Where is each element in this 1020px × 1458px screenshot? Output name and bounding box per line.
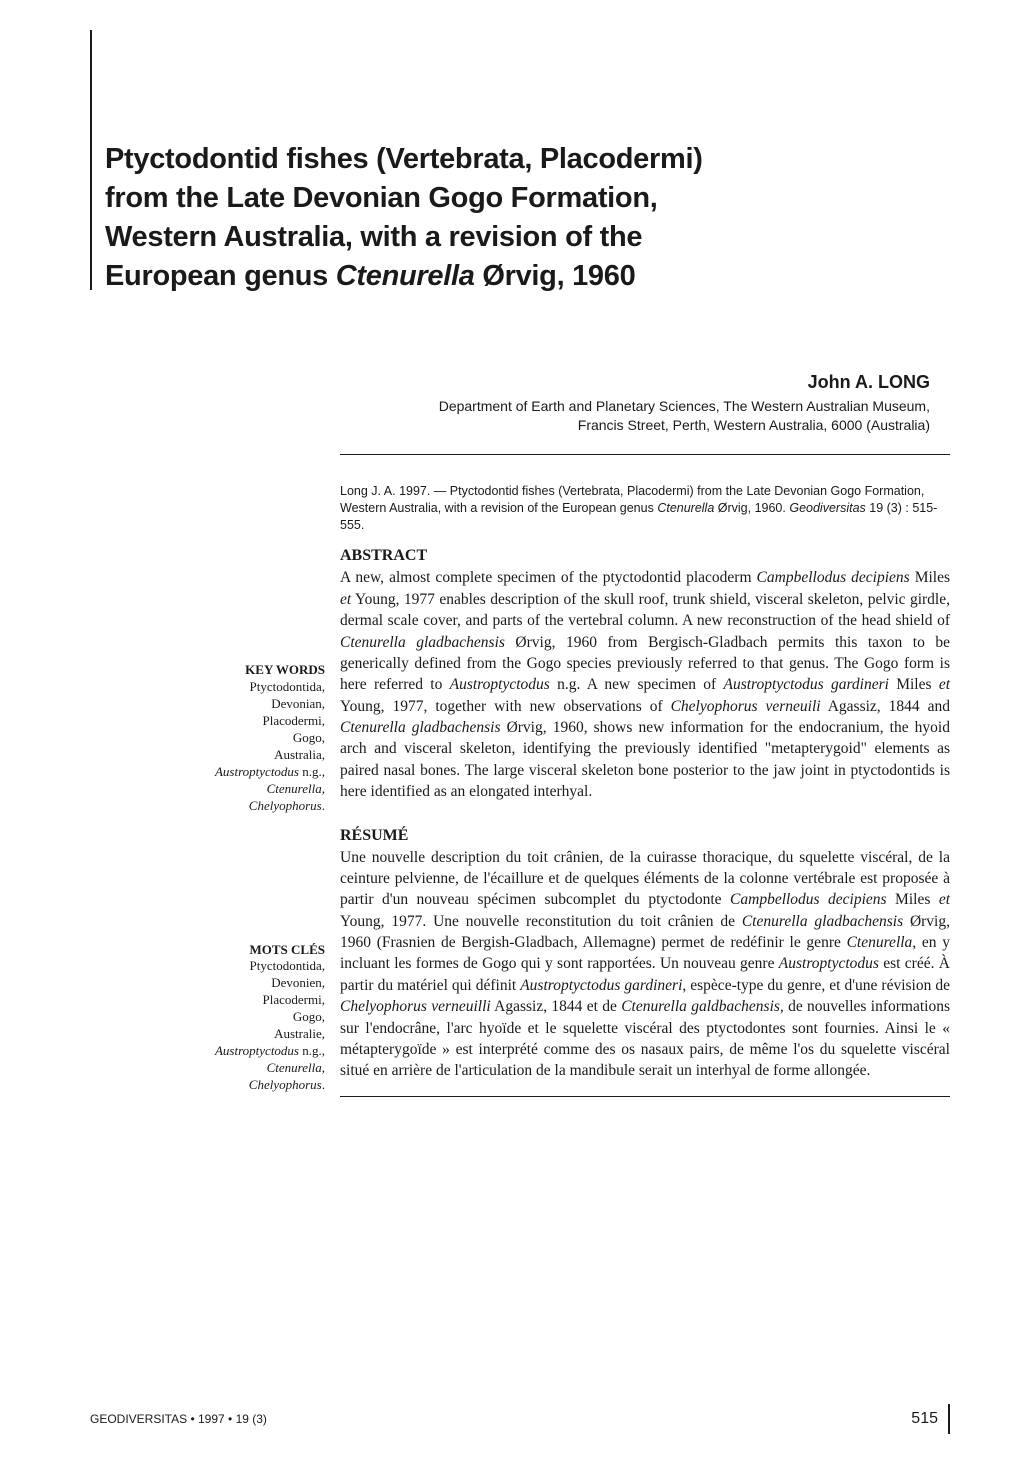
kw-fr-it2-line: Ctenurella, <box>90 1060 325 1077</box>
res-it6: Austroptyctodus gardineri <box>520 977 682 994</box>
kw-fr-it3: Chelyophorus <box>249 1077 322 1092</box>
resume-heading: RÉSUMÉ <box>340 827 950 845</box>
kw-fr-0: Ptyctodontida, <box>90 958 325 975</box>
kw-fr-after-it1: n.g., <box>299 1043 325 1058</box>
kw-fr-it3-line: Chelyophorus. <box>90 1077 325 1094</box>
author-block: John A. LONG Department of Earth and Pla… <box>90 372 930 436</box>
title-text-2: from the Late Devonian Gogo Formation, <box>105 182 658 214</box>
kw-en-it1-line: Austroptyctodus n.g., <box>90 764 325 781</box>
abs-it4: Austroptyctodus <box>450 676 550 693</box>
divider-bottom <box>340 1096 950 1097</box>
page-footer: GEODIVERSITAS • 1997 • 19 (3) 515 <box>90 1410 950 1428</box>
abs-seg3: Young, 1977 enables description of the s… <box>340 591 950 629</box>
abs-it1: Campbellodus decipiens <box>757 569 910 586</box>
abs-it2: et <box>340 591 351 608</box>
kw-en-it3-line: Chelyophorus. <box>90 798 325 815</box>
title-genus-italic: Ctenurella <box>336 260 475 292</box>
kw-fr-it1-line: Austroptyctodus n.g., <box>90 1043 325 1060</box>
title-text-3: Western Australia, with a revision of th… <box>105 221 642 253</box>
title-text-4b: Ørvig, 1960 <box>475 260 636 292</box>
abs-it6: et <box>939 676 950 693</box>
kw-en-it2-line: Ctenurella, <box>90 781 325 798</box>
res-it5: Austroptyctodus <box>779 955 879 972</box>
left-rule <box>90 30 92 290</box>
kw-fr-after-it3: . <box>322 1077 325 1092</box>
keywords-en-block: KEY WORDS Ptyctodontida, Devonian, Placo… <box>90 662 325 814</box>
citation-italic2: Geodiversitas <box>789 501 865 515</box>
footer-page-number: 515 <box>911 1410 950 1428</box>
affiliation-line2: Francis Street, Perth, Western Australia… <box>578 417 930 433</box>
abs-it7: Chelyophorus verneuili <box>671 698 821 715</box>
affiliation-line1: Department of Earth and Planetary Scienc… <box>439 398 930 414</box>
abstract-heading: ABSTRACT <box>340 547 950 565</box>
kw-fr-it1: Austroptyctodus <box>215 1043 299 1058</box>
kw-fr-it2: Ctenurella <box>267 1060 322 1075</box>
resume-section: RÉSUMÉ MOTS CLÉS Ptyctodontida, Devonien… <box>90 827 950 1082</box>
citation-mid: Ørvig, 1960. <box>714 501 789 515</box>
kw-en-0: Ptyctodontida, <box>90 679 325 696</box>
res-it7: Chelyophorus verneuilli <box>340 998 491 1015</box>
kw-en-it1: Austroptyctodus <box>215 764 299 779</box>
abstract-section: ABSTRACT KEY WORDS Ptyctodontida, Devoni… <box>90 547 950 802</box>
kw-en-after-it3: . <box>322 798 325 813</box>
abs-it5: Austroptyctodus gardineri <box>724 676 889 693</box>
keywords-fr-heading: MOTS CLÉS <box>90 942 325 959</box>
kw-fr-4: Australie, <box>90 1026 325 1043</box>
kw-en-after-it2: , <box>322 781 325 796</box>
res-it1: Campbellodus decipiens <box>730 891 887 908</box>
res-seg8: Agassiz, 1844 et de <box>491 998 622 1015</box>
kw-en-4: Australia, <box>90 747 325 764</box>
res-it8: Ctenurella galdbachensis, <box>621 998 784 1015</box>
resume-body: Une nouvelle description du toit crânien… <box>340 847 950 1082</box>
res-seg7: , espèce-type du genre, et d'une révisio… <box>682 977 950 994</box>
kw-en-it2: Ctenurella <box>267 781 322 796</box>
abs-seg7: Young, 1977, together with new observati… <box>340 698 671 715</box>
abs-it3: Ctenurella gladbachensis <box>340 634 505 651</box>
kw-en-1: Devonian, <box>90 696 325 713</box>
res-it2: et <box>939 891 950 908</box>
footer-left: GEODIVERSITAS • 1997 • 19 (3) <box>90 1412 267 1426</box>
divider-top <box>340 454 950 455</box>
kw-fr-after-it2: , <box>322 1060 325 1075</box>
abs-seg6: Miles <box>889 676 939 693</box>
abs-seg8: Agassiz, 1844 and <box>821 698 950 715</box>
citation-block: Long J. A. 1997. — Ptyctodontid fishes (… <box>340 483 950 534</box>
abs-seg1: A new, almost complete specimen of the p… <box>340 569 757 586</box>
abs-seg2: Miles <box>910 569 950 586</box>
keywords-fr-block: MOTS CLÉS Ptyctodontida, Devonien, Placo… <box>90 942 325 1094</box>
res-seg2: Miles <box>887 891 939 908</box>
kw-en-after-it1: n.g., <box>299 764 325 779</box>
kw-fr-2: Placodermi, <box>90 992 325 1009</box>
author-affiliation: Department of Earth and Planetary Scienc… <box>90 397 930 436</box>
abs-seg5: n.g. A new specimen of <box>550 676 724 693</box>
res-it4: Ctenurella <box>847 934 913 951</box>
kw-en-it3: Chelyophorus <box>249 798 322 813</box>
res-seg3: Young, 1977. Une nouvelle reconstitution… <box>340 913 742 930</box>
abstract-body: A new, almost complete specimen of the p… <box>340 567 950 802</box>
article-title: Ptyctodontid fishes (Vertebrata, Placode… <box>105 140 930 297</box>
kw-en-3: Gogo, <box>90 730 325 747</box>
abs-it8: Ctenurella gladbachensis <box>340 719 501 736</box>
kw-en-2: Placodermi, <box>90 713 325 730</box>
keywords-en-heading: KEY WORDS <box>90 662 325 679</box>
citation-italic1: Ctenurella <box>657 501 714 515</box>
title-text-4a: European genus <box>105 260 336 292</box>
kw-fr-1: Devonien, <box>90 975 325 992</box>
author-name: John A. LONG <box>90 372 930 393</box>
kw-fr-3: Gogo, <box>90 1009 325 1026</box>
title-text-1: Ptyctodontid fishes (Vertebrata, Placode… <box>105 143 703 175</box>
res-it3: Ctenurella gladbachensis <box>742 913 903 930</box>
